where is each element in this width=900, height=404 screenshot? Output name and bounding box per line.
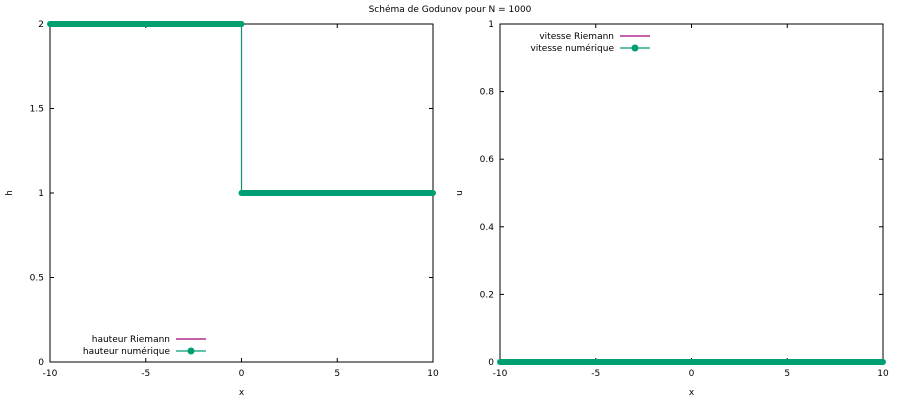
panel1-x-tick-label: 0 xyxy=(239,369,245,379)
panel2-legend-label-0: vitesse Riemann xyxy=(539,32,614,42)
panel2-y-tick-label: 0.8 xyxy=(480,88,495,98)
panel2-legend-label-1: vitesse numérique xyxy=(530,43,614,54)
panel2-y-tick-label: 0.2 xyxy=(480,290,494,300)
panel2-x-tick-label: 0 xyxy=(689,369,695,379)
panel1-y-tick-label: 1.5 xyxy=(30,105,44,115)
figure-title: Schéma de Godunov pour N = 1000 xyxy=(368,5,532,15)
panel1-x-tick-label: 5 xyxy=(334,369,340,379)
panel1-y-tick-label: 1 xyxy=(38,189,44,199)
panel1-legend-label-0: hauteur Riemann xyxy=(92,335,170,345)
panel1-x-tick-label: -10 xyxy=(43,369,58,379)
panel2-x-tick-label: -10 xyxy=(493,369,508,379)
panel2-x-axis-label: x xyxy=(689,388,695,398)
panel1-legend-marker-1 xyxy=(187,347,195,355)
panel2-legend-marker-1 xyxy=(631,44,639,52)
panel2-y-tick-label: 1 xyxy=(488,20,494,30)
panel1-x-axis-label: x xyxy=(239,388,245,398)
panel2-plot-frame xyxy=(499,23,884,363)
panel2-y-tick-label: 0 xyxy=(488,358,494,368)
panel1-y-tick-label: 0.5 xyxy=(30,274,44,284)
panel2-x-tick-label: -5 xyxy=(591,369,600,379)
panel1-y-tick-label: 2 xyxy=(38,20,44,30)
panel1-series-line-1 xyxy=(50,23,433,194)
panel2-y-axis-label: u xyxy=(455,190,465,196)
panel2-y-tick-label: 0.4 xyxy=(480,223,495,233)
panel1-y-tick-label: 0 xyxy=(38,358,44,368)
panel2-y-tick-label: 0.6 xyxy=(480,155,495,165)
panel1-x-tick-label: 10 xyxy=(427,369,439,379)
panel2-x-tick-label: 10 xyxy=(877,369,889,379)
panel1-x-tick-label: -5 xyxy=(141,369,150,379)
panel1-legend-label-1: hauteur numérique xyxy=(83,346,171,357)
panel1-y-axis-label: h xyxy=(5,190,15,196)
panel2-x-tick-label: 5 xyxy=(784,369,790,379)
